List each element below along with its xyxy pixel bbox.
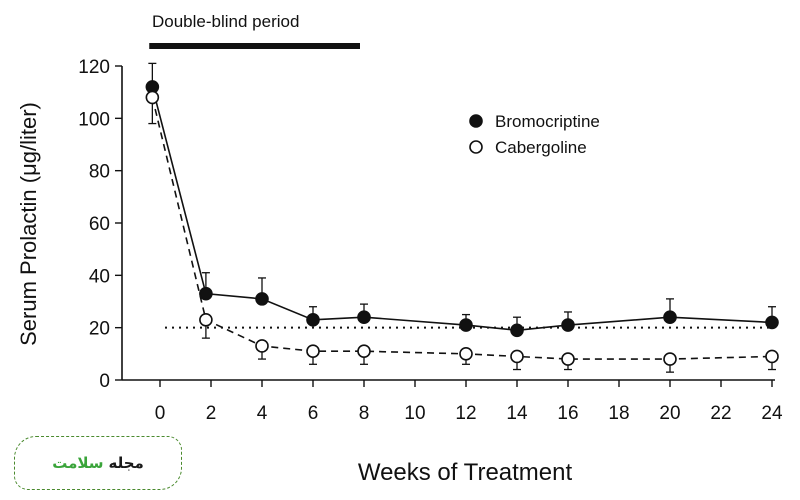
series-line-cabergoline <box>151 97 773 360</box>
y-tick-label-40: 40 <box>89 266 110 287</box>
x-tick-labels: 0 2 4 6 8 10 12 14 16 18 20 22 24 <box>155 403 783 424</box>
point-bromocriptine-7 <box>561 318 575 332</box>
y-tick-label-100: 100 <box>78 109 110 130</box>
x-tick-label-2: 2 <box>206 403 217 424</box>
double-blind-period-label: Double-blind period <box>152 12 299 31</box>
x-tick-label-14: 14 <box>506 403 528 424</box>
legend-label-cabergoline: Cabergoline <box>495 138 587 157</box>
point-cabergoline-0 <box>145 90 160 105</box>
x-axis-label: Weeks of Treatment <box>358 459 573 486</box>
y-tick-label-60: 60 <box>89 214 110 235</box>
point-cabergoline-3 <box>306 344 320 359</box>
point-bromocriptine-1 <box>199 286 213 301</box>
watermark-word-1: مجله <box>108 454 144 472</box>
point-cabergoline-9 <box>765 349 779 364</box>
legend-label-bromocriptine: Bromocriptine <box>495 112 600 131</box>
x-tick-label-18: 18 <box>608 403 629 424</box>
y-tick-label-20: 20 <box>89 319 110 340</box>
point-bromocriptine-8 <box>663 310 677 325</box>
y-tick-labels: 0 20 40 60 80 100 120 <box>78 57 110 392</box>
series-line-bromocriptine <box>151 86 773 332</box>
point-bromocriptine-5 <box>459 318 473 332</box>
point-cabergoline-8 <box>663 352 677 366</box>
x-tick-label-10: 10 <box>404 403 425 424</box>
axes <box>115 65 775 387</box>
x-tick-label-6: 6 <box>308 403 319 424</box>
point-cabergoline-2 <box>255 339 269 353</box>
point-cabergoline-5 <box>459 347 473 361</box>
legend: Bromocriptine Cabergoline <box>469 112 600 157</box>
y-tick-label-80: 80 <box>89 162 110 183</box>
point-cabergoline-6 <box>510 349 524 364</box>
x-tick-label-0: 0 <box>155 403 166 424</box>
legend-marker-cabergoline <box>469 140 483 154</box>
legend-marker-bromocriptine <box>469 114 483 128</box>
y-tick-label-0: 0 <box>99 371 110 392</box>
x-tick-label-24: 24 <box>761 403 783 424</box>
y-axis-label: Serum Prolactin (μg/liter) <box>16 102 41 346</box>
watermark-logo: مجله سلامت <box>14 436 182 490</box>
x-tick-label-8: 8 <box>359 403 370 424</box>
point-cabergoline-4 <box>357 344 371 359</box>
point-bromocriptine-2 <box>255 292 269 306</box>
point-bromocriptine-3 <box>306 313 320 327</box>
watermark-word-2: سلامت <box>52 454 104 472</box>
point-bromocriptine-9 <box>765 315 779 330</box>
x-tick-label-22: 22 <box>710 403 731 424</box>
point-cabergoline-1 <box>199 313 213 327</box>
x-tick-label-12: 12 <box>455 403 476 424</box>
x-tick-label-16: 16 <box>557 403 578 424</box>
x-tick-label-4: 4 <box>257 403 268 424</box>
x-tick-label-20: 20 <box>659 403 680 424</box>
point-bromocriptine-4 <box>357 310 371 325</box>
series-group <box>145 62 779 373</box>
point-bromocriptine-6 <box>510 323 524 338</box>
point-cabergoline-7 <box>561 352 575 366</box>
y-tick-label-120: 120 <box>78 57 110 78</box>
